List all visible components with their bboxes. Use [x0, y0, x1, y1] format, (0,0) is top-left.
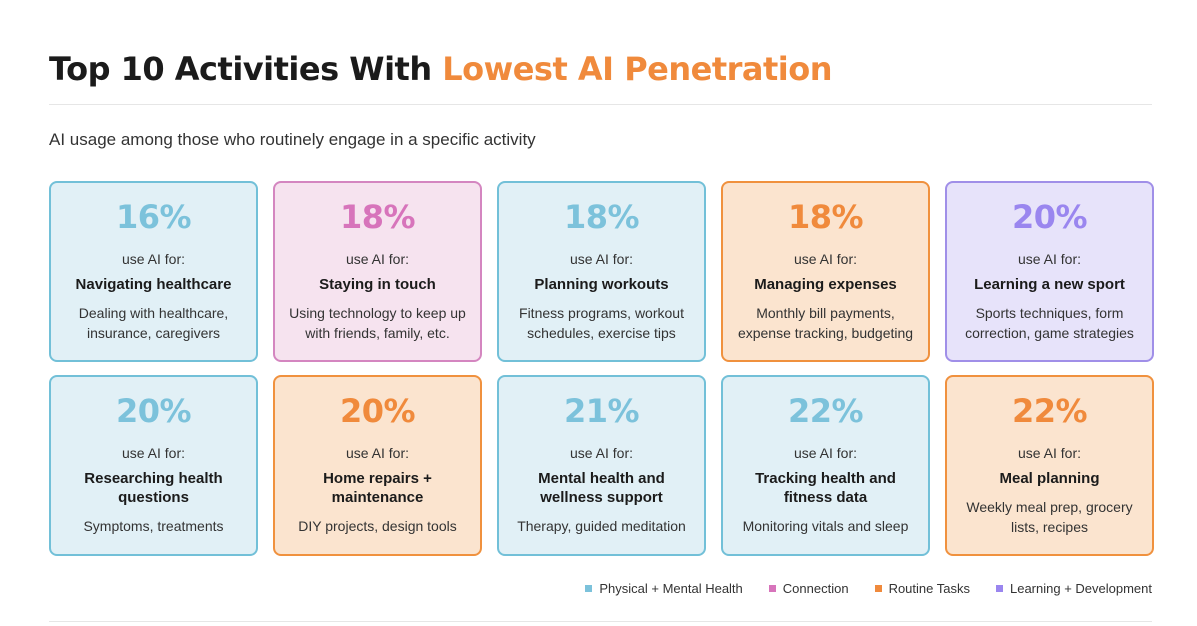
use-ai-label: use AI for: [569, 445, 634, 461]
legend-label: Connection [782, 581, 849, 596]
ai-usage-percent: 22% [1011, 392, 1088, 430]
legend-item: Connection [768, 581, 849, 596]
title-prefix: Top 10 Activities With [49, 50, 432, 88]
legend-swatch [585, 585, 593, 592]
use-ai-label: use AI for: [345, 251, 410, 267]
legend-label: Physical + Mental Health [599, 581, 743, 596]
activity-name: Staying in touch [319, 276, 436, 293]
activity-name: Navigating healthcare [75, 276, 232, 293]
legend-item: Routine Tasks [874, 581, 970, 596]
legend-swatch [768, 585, 776, 592]
legend-swatch [874, 585, 882, 592]
activity-description: Sports techniques, form correction, game… [965, 305, 1134, 341]
legend: Physical + Mental Health Connection Rout… [585, 581, 1152, 596]
ai-usage-percent: 18% [787, 198, 864, 236]
legend-item: Physical + Mental Health [585, 581, 743, 596]
activity-description: Using technology to keep up with friends… [289, 305, 466, 341]
activity-grid: 16% use AI for: Navigating healthcare De… [49, 181, 1154, 556]
use-ai-label: use AI for: [569, 251, 634, 267]
subtitle: AI usage among those who routinely engag… [49, 130, 536, 149]
activity-description: Monthly bill payments, expense tracking,… [737, 305, 914, 341]
activity-card: 20% use AI for: Researching health quest… [49, 375, 258, 556]
use-ai-label: use AI for: [121, 445, 186, 461]
use-ai-label: use AI for: [121, 251, 186, 267]
activity-card: 16% use AI for: Navigating healthcare De… [49, 181, 258, 362]
ai-usage-percent: 20% [115, 392, 192, 430]
legend-label: Routine Tasks [888, 581, 970, 596]
activity-description: DIY projects, design tools [298, 518, 457, 534]
use-ai-label: use AI for: [1017, 251, 1082, 267]
legend-label: Learning + Development [1009, 581, 1152, 596]
use-ai-label: use AI for: [345, 445, 410, 461]
activity-description: Monitoring vitals and sleep [742, 518, 909, 534]
footer-divider [49, 621, 1152, 622]
ai-usage-percent: 16% [115, 198, 192, 236]
ai-usage-percent: 18% [339, 198, 416, 236]
activity-name: Home repairs + maintenance [323, 470, 432, 506]
activity-card: 18% use AI for: Staying in touch Using t… [273, 181, 482, 362]
legend-item: Learning + Development [995, 581, 1152, 596]
activity-description: Weekly meal prep, grocery lists, recipes [966, 499, 1133, 535]
ai-usage-percent: 22% [787, 392, 864, 430]
activity-card: 22% use AI for: Tracking health and fitn… [721, 375, 930, 556]
use-ai-label: use AI for: [793, 251, 858, 267]
activity-description: Fitness programs, workout schedules, exe… [519, 305, 684, 341]
ai-usage-percent: 20% [1011, 198, 1088, 236]
page-title: Top 10 Activities With Lowest AI Penetra… [49, 50, 833, 88]
activity-name: Researching health questions [84, 470, 223, 506]
header-divider [49, 104, 1152, 105]
use-ai-label: use AI for: [793, 445, 858, 461]
title-accent: Lowest AI Penetration [442, 50, 833, 88]
activity-name: Meal planning [999, 470, 1100, 487]
activity-card: 21% use AI for: Mental health and wellne… [497, 375, 706, 556]
activity-card: 18% use AI for: Managing expenses Monthl… [721, 181, 930, 362]
activity-name: Tracking health and fitness data [755, 470, 896, 506]
activity-name: Learning a new sport [974, 276, 1125, 293]
ai-usage-percent: 18% [563, 198, 640, 236]
activity-description: Dealing with healthcare, insurance, care… [78, 305, 229, 341]
activity-name: Mental health and wellness support [538, 470, 665, 506]
activity-name: Planning workouts [534, 276, 669, 293]
ai-usage-percent: 20% [339, 392, 416, 430]
ai-usage-percent: 21% [563, 392, 640, 430]
activity-card: 20% use AI for: Home repairs + maintenan… [273, 375, 482, 556]
activity-card: 22% use AI for: Meal planning Weekly mea… [945, 375, 1154, 556]
legend-swatch [995, 585, 1003, 592]
activity-description: Symptoms, treatments [83, 518, 224, 534]
activity-card: 20% use AI for: Learning a new sport Spo… [945, 181, 1154, 362]
activity-card: 18% use AI for: Planning workouts Fitnes… [497, 181, 706, 362]
use-ai-label: use AI for: [1017, 445, 1082, 461]
activity-name: Managing expenses [754, 276, 897, 293]
activity-description: Therapy, guided meditation [517, 518, 686, 534]
